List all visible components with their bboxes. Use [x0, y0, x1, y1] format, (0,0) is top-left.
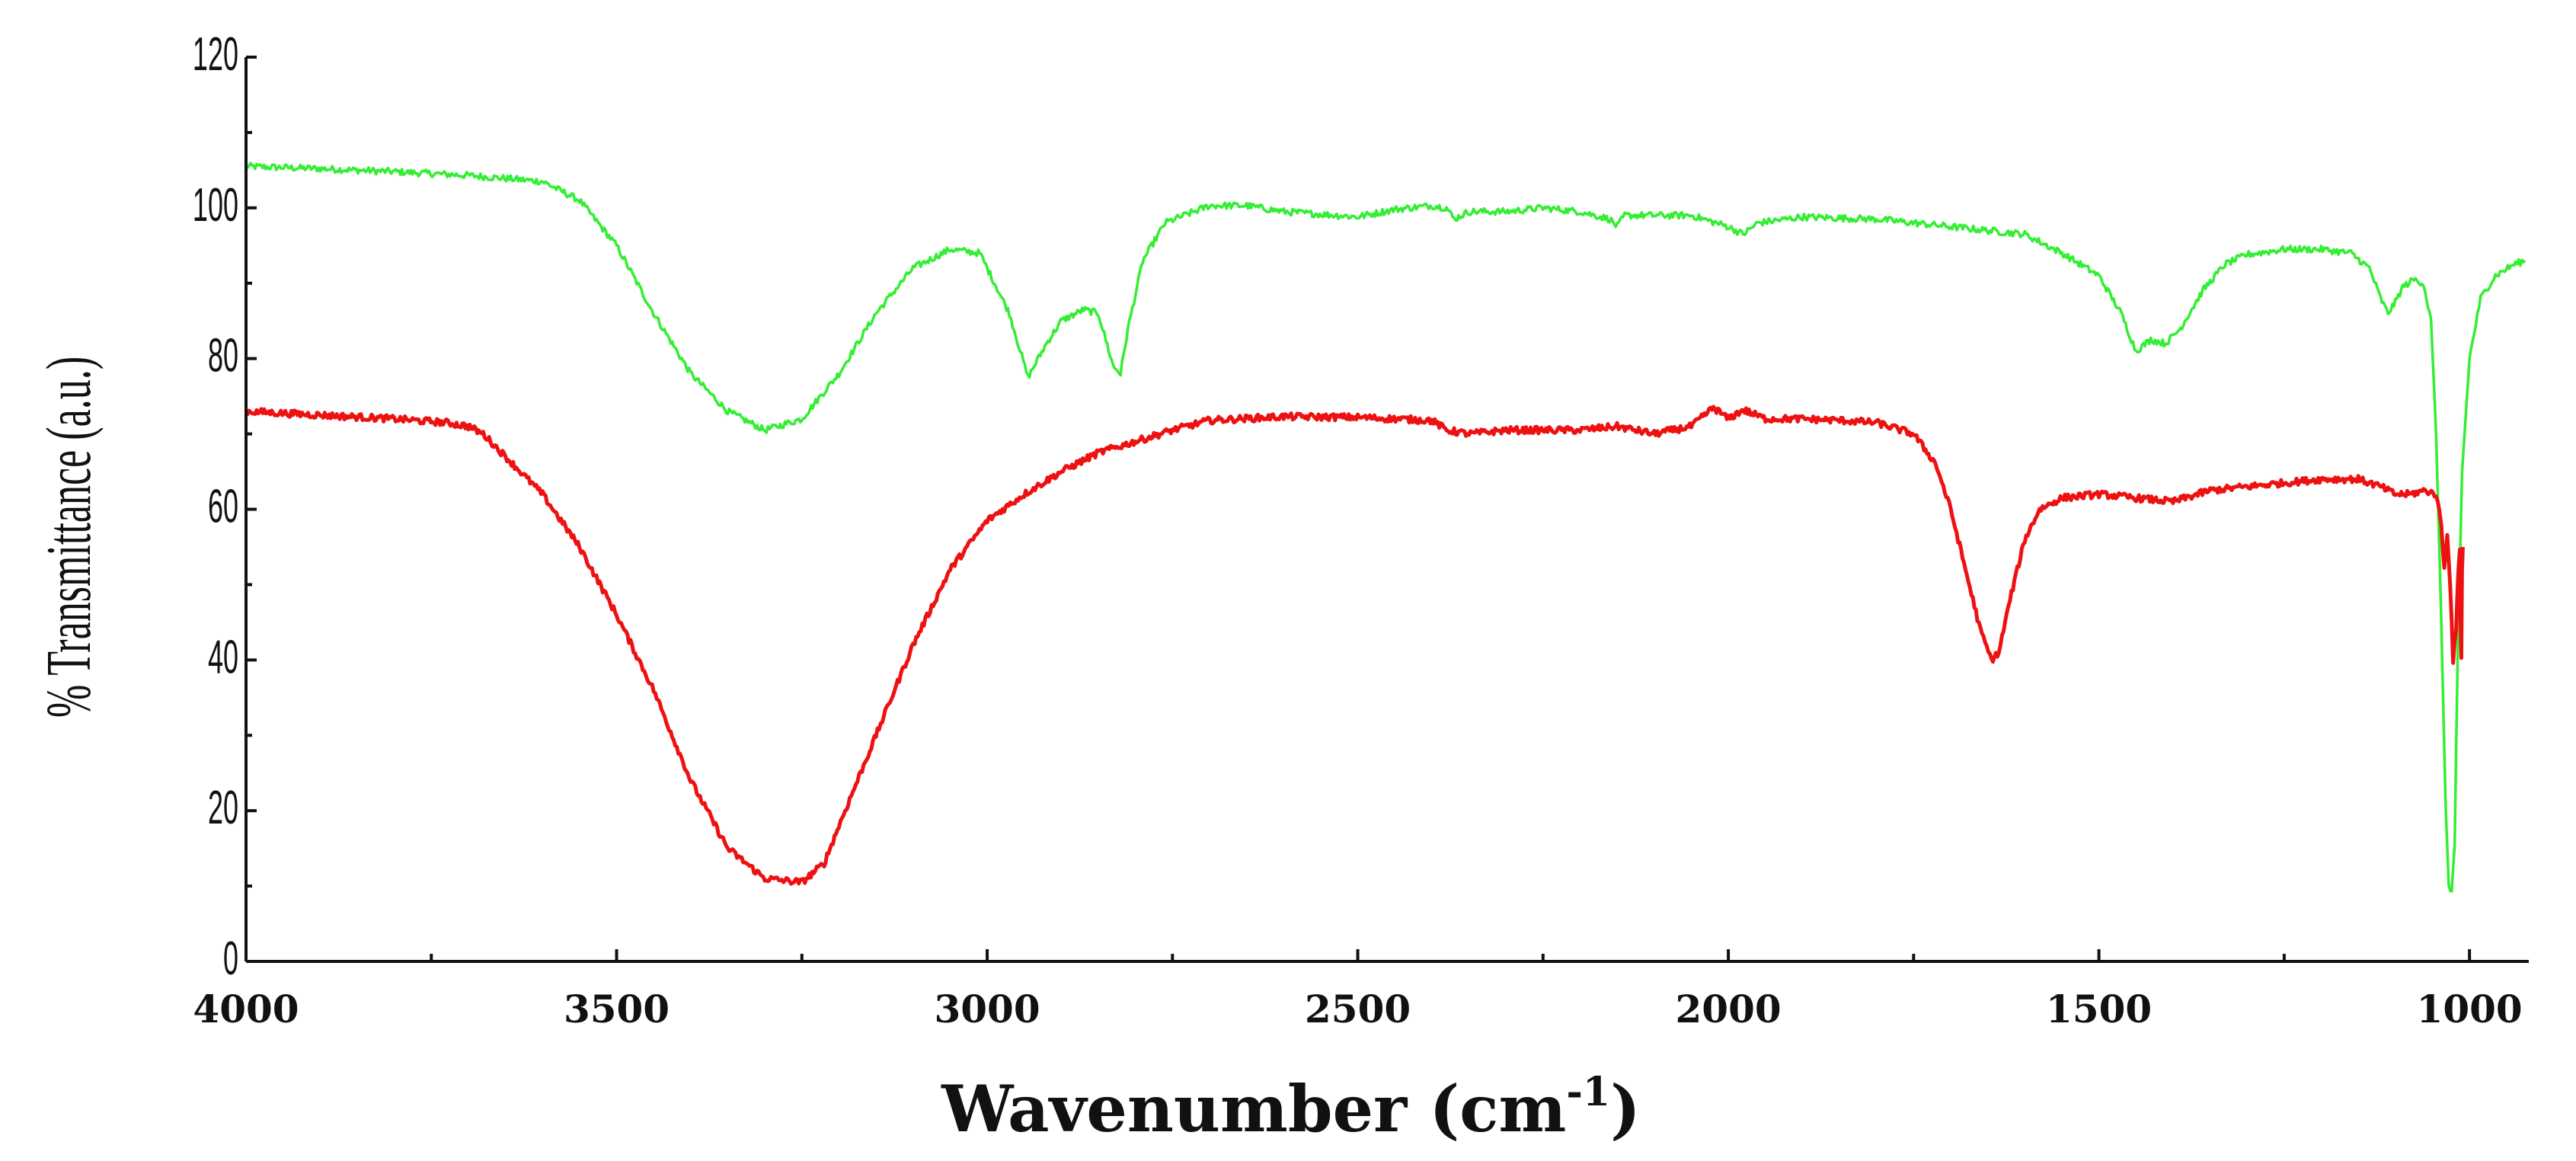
- y-tick-label: 80: [208, 328, 238, 382]
- x-axis-label: Wavenumber (cm-1): [941, 1069, 1641, 1147]
- y-tick-label: 0: [223, 932, 238, 985]
- x-tick-label: 2000: [1676, 987, 1782, 1031]
- series-layer: [244, 162, 2526, 893]
- x-tick-label: 1000: [2417, 987, 2523, 1031]
- y-ticks: 0 20 40 60 80 100 120: [193, 27, 257, 985]
- y-axis-label: % Transmittance (a.u.): [34, 357, 105, 718]
- y-tick-label: 20: [208, 781, 238, 834]
- x-tick-label: 4000: [193, 987, 299, 1031]
- x-tick-label: 1500: [2046, 987, 2152, 1031]
- y-tick-label: 40: [208, 630, 238, 683]
- series-line-red: [244, 405, 2465, 886]
- x-ticks: 4000 3500 3000 2500 2000 1500 1000: [193, 949, 2523, 1031]
- x-tick-label: 3500: [564, 987, 670, 1031]
- series-line-green: [244, 162, 2526, 893]
- x-tick-label: 2500: [1305, 987, 1411, 1031]
- y-tick-label: 120: [193, 27, 238, 81]
- y-tick-label: 100: [193, 178, 238, 231]
- x-axis-label-close: ): [1610, 1071, 1641, 1147]
- x-axis-label-text: Wavenumber (cm: [941, 1071, 1566, 1147]
- x-tick-label: 3000: [934, 987, 1040, 1031]
- y-tick-label: 60: [208, 479, 238, 533]
- x-axis-label-superscript: -1: [1566, 1069, 1610, 1115]
